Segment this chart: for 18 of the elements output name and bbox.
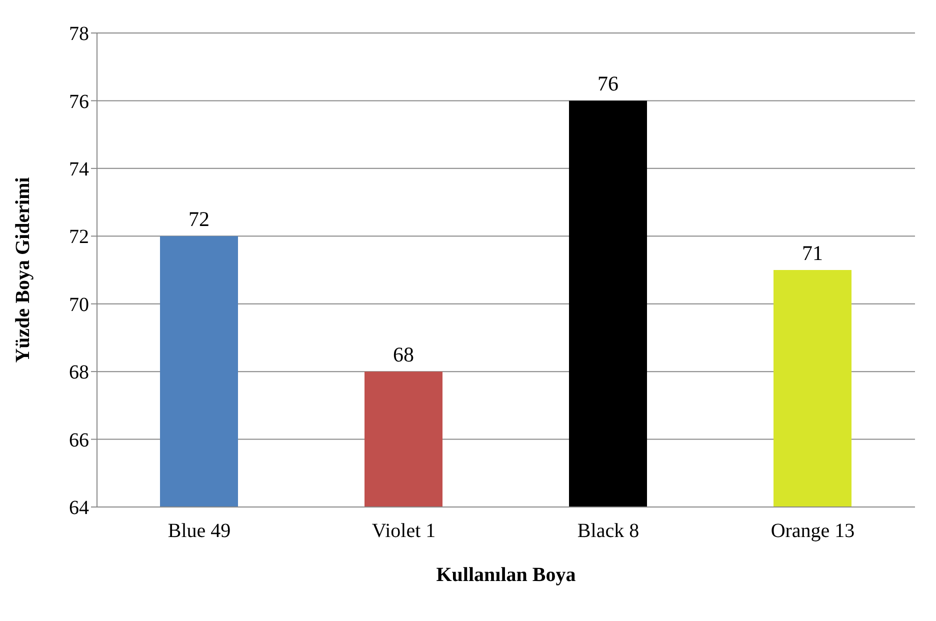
data-label: 71 — [802, 241, 823, 265]
y-tick-label: 70 — [69, 294, 89, 316]
x-tick-label: Black 8 — [577, 520, 640, 542]
data-label: 68 — [393, 342, 414, 367]
y-tick-label: 66 — [69, 429, 89, 452]
x-tick-label: Orange 13 — [770, 520, 855, 542]
data-label: 76 — [598, 72, 618, 96]
y-tick-label: 72 — [69, 226, 89, 248]
x-tick-label: Violet 1 — [372, 520, 436, 542]
data-label: 72 — [188, 207, 210, 232]
y-tick-label: 68 — [69, 362, 89, 384]
y-tick-label: 76 — [69, 90, 89, 113]
x-axis-title: Kullanılan Boya — [436, 564, 576, 586]
y-tick-label: 64 — [69, 497, 89, 520]
y-tick-label: 74 — [69, 158, 89, 181]
y-axis-title: Yüzde Boya Giderimi — [12, 176, 34, 363]
y-tick-label: 78 — [69, 23, 89, 46]
x-tick-label: Blue 49 — [168, 520, 231, 542]
